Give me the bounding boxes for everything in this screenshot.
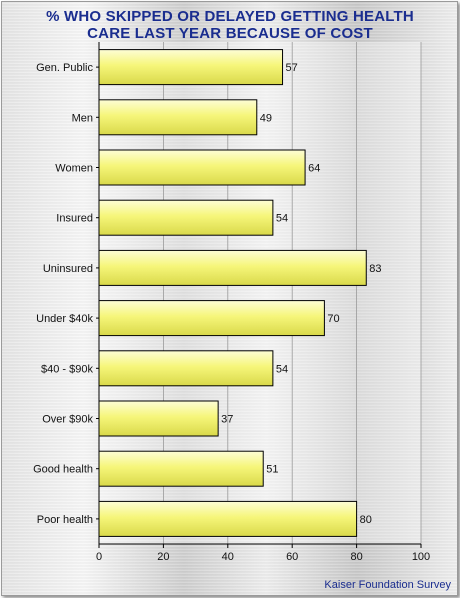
x-tick-label: 0 [96, 551, 102, 563]
data-label: 57 [286, 62, 298, 74]
data-label: 80 [360, 514, 372, 526]
bar [98, 350, 274, 387]
category-label: Men [72, 112, 93, 124]
bar [98, 149, 306, 186]
data-label: 70 [327, 313, 339, 325]
data-label: 83 [369, 263, 381, 275]
data-label: 37 [221, 414, 233, 426]
category-label: Women [55, 163, 93, 175]
chart-title-line-1: % WHO SKIPPED OR DELAYED GETTING HEALTH [46, 8, 414, 25]
bar [98, 400, 219, 437]
bar [98, 49, 284, 86]
data-label: 54 [276, 213, 288, 225]
x-tick-label: 20 [157, 551, 169, 563]
category-label: Insured [56, 213, 93, 225]
x-tick-label: 100 [412, 551, 430, 563]
bar [98, 199, 274, 236]
bar [98, 300, 325, 337]
chart-title-line-2: CARE LAST YEAR BECAUSE OF COST [87, 25, 373, 42]
data-label: 51 [266, 464, 278, 476]
category-label: $40 - $90k [41, 363, 93, 375]
bar [98, 500, 358, 537]
bar [98, 99, 258, 136]
data-label: 49 [260, 112, 272, 124]
x-tick-label: 40 [222, 551, 234, 563]
category-label: Gen. Public [36, 62, 93, 74]
data-label: 54 [276, 363, 288, 375]
category-label: Uninsured [43, 263, 93, 275]
category-label: Good health [33, 464, 93, 476]
data-label: 64 [308, 163, 320, 175]
chart-title: % WHO SKIPPED OR DELAYED GETTING HEALTH … [2, 8, 457, 42]
x-tick-label: 60 [286, 551, 298, 563]
category-label: Over $90k [42, 414, 93, 426]
x-tick-label: 80 [350, 551, 362, 563]
source-note: Kaiser Foundation Survey [324, 579, 451, 591]
bar [98, 249, 367, 286]
category-label: Under $40k [36, 313, 93, 325]
category-label: Poor health [37, 514, 93, 526]
bar [98, 450, 264, 487]
